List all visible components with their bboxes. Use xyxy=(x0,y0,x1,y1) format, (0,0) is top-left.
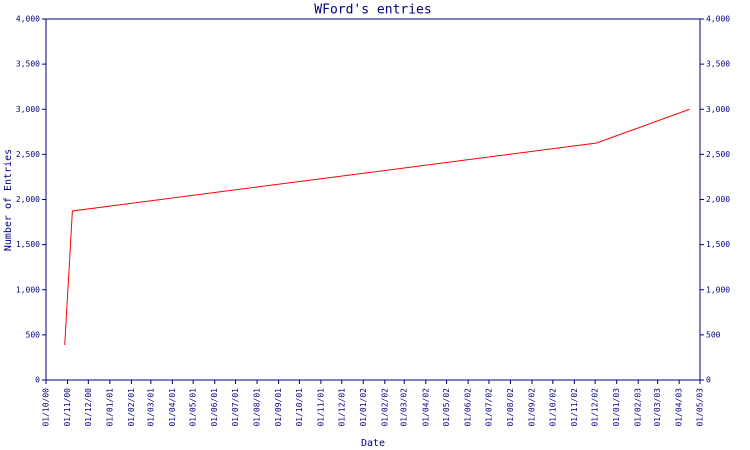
x-tick-label: 01/02/03 xyxy=(634,388,643,427)
x-tick-label: 01/01/03 xyxy=(612,388,621,427)
x-tick-label: 01/02/01 xyxy=(127,388,136,427)
y-tick-label: 0 xyxy=(35,376,40,385)
x-tick-label: 01/10/00 xyxy=(42,388,51,427)
x-tick-label: 01/04/02 xyxy=(421,388,430,427)
x-tick-label: 01/08/02 xyxy=(506,388,515,427)
x-tick-label: 01/07/01 xyxy=(231,388,240,427)
x-tick-label: 01/03/01 xyxy=(146,388,155,427)
x-tick-label: 01/03/02 xyxy=(400,388,409,427)
x-tick-label: 01/02/02 xyxy=(380,388,389,427)
y-tick-label: 4,000 xyxy=(16,15,40,24)
line xyxy=(64,108,690,346)
y2-tick-label: 1,500 xyxy=(706,240,730,249)
x-tick-label: 01/12/01 xyxy=(337,388,346,427)
x-tick-label: 01/11/01 xyxy=(316,388,325,427)
x-tick-label: 01/04/03 xyxy=(675,388,684,427)
x-tick-label: 01/03/03 xyxy=(653,388,662,427)
y-tick-label: 1,500 xyxy=(16,240,40,249)
y2-tick-label: 4,000 xyxy=(706,15,730,24)
x-tick-label: 01/10/01 xyxy=(295,388,304,427)
y-tick-label: 3,500 xyxy=(16,60,40,69)
y-tick-label: 2,500 xyxy=(16,150,40,159)
x-tick-label: 01/08/01 xyxy=(253,388,262,427)
y-tick-label: 1,000 xyxy=(16,285,40,294)
x-tick-label: 01/11/02 xyxy=(570,388,579,427)
y2-tick-label: 3,000 xyxy=(706,105,730,114)
y-tick-label: 2,000 xyxy=(16,195,40,204)
y2-tick-label: 2,500 xyxy=(706,150,730,159)
chart-title: WFord's entries xyxy=(314,3,431,18)
x-tick-label: 01/06/02 xyxy=(464,388,473,427)
x-tick-label: 01/05/03 xyxy=(696,388,705,427)
y-tick-label: 500 xyxy=(26,330,41,339)
x-tick-label: 01/10/02 xyxy=(548,388,557,427)
x-tick-label: 01/12/00 xyxy=(84,388,93,427)
y2-tick-label: 1,000 xyxy=(706,285,730,294)
x-axis-label: Date xyxy=(361,438,385,449)
x-tick-label: 01/12/02 xyxy=(591,388,600,427)
x-tick-label: 01/04/01 xyxy=(168,388,177,427)
y2-tick-label: 2,000 xyxy=(706,195,730,204)
y2-tick-label: 0 xyxy=(706,376,711,385)
x-tick-label: 01/06/01 xyxy=(210,388,219,427)
y2-tick-label: 500 xyxy=(706,330,721,339)
x-tick-label: 01/01/01 xyxy=(105,388,114,427)
x-tick-label: 01/05/02 xyxy=(442,388,451,427)
x-tick-label: 01/09/02 xyxy=(527,388,536,427)
y-tick-label: 3,000 xyxy=(16,105,40,114)
x-tick-label: 01/05/01 xyxy=(189,388,198,427)
plot-frame xyxy=(45,18,701,381)
y2-tick-label: 3,500 xyxy=(706,60,730,69)
x-tick-label: 01/01/02 xyxy=(359,388,368,427)
y-axis-label: Number of Entries xyxy=(3,149,14,251)
x-tick-label: 01/11/00 xyxy=(63,388,72,427)
x-tick-label: 01/07/02 xyxy=(484,388,493,427)
x-tick-label: 01/09/01 xyxy=(274,388,283,427)
